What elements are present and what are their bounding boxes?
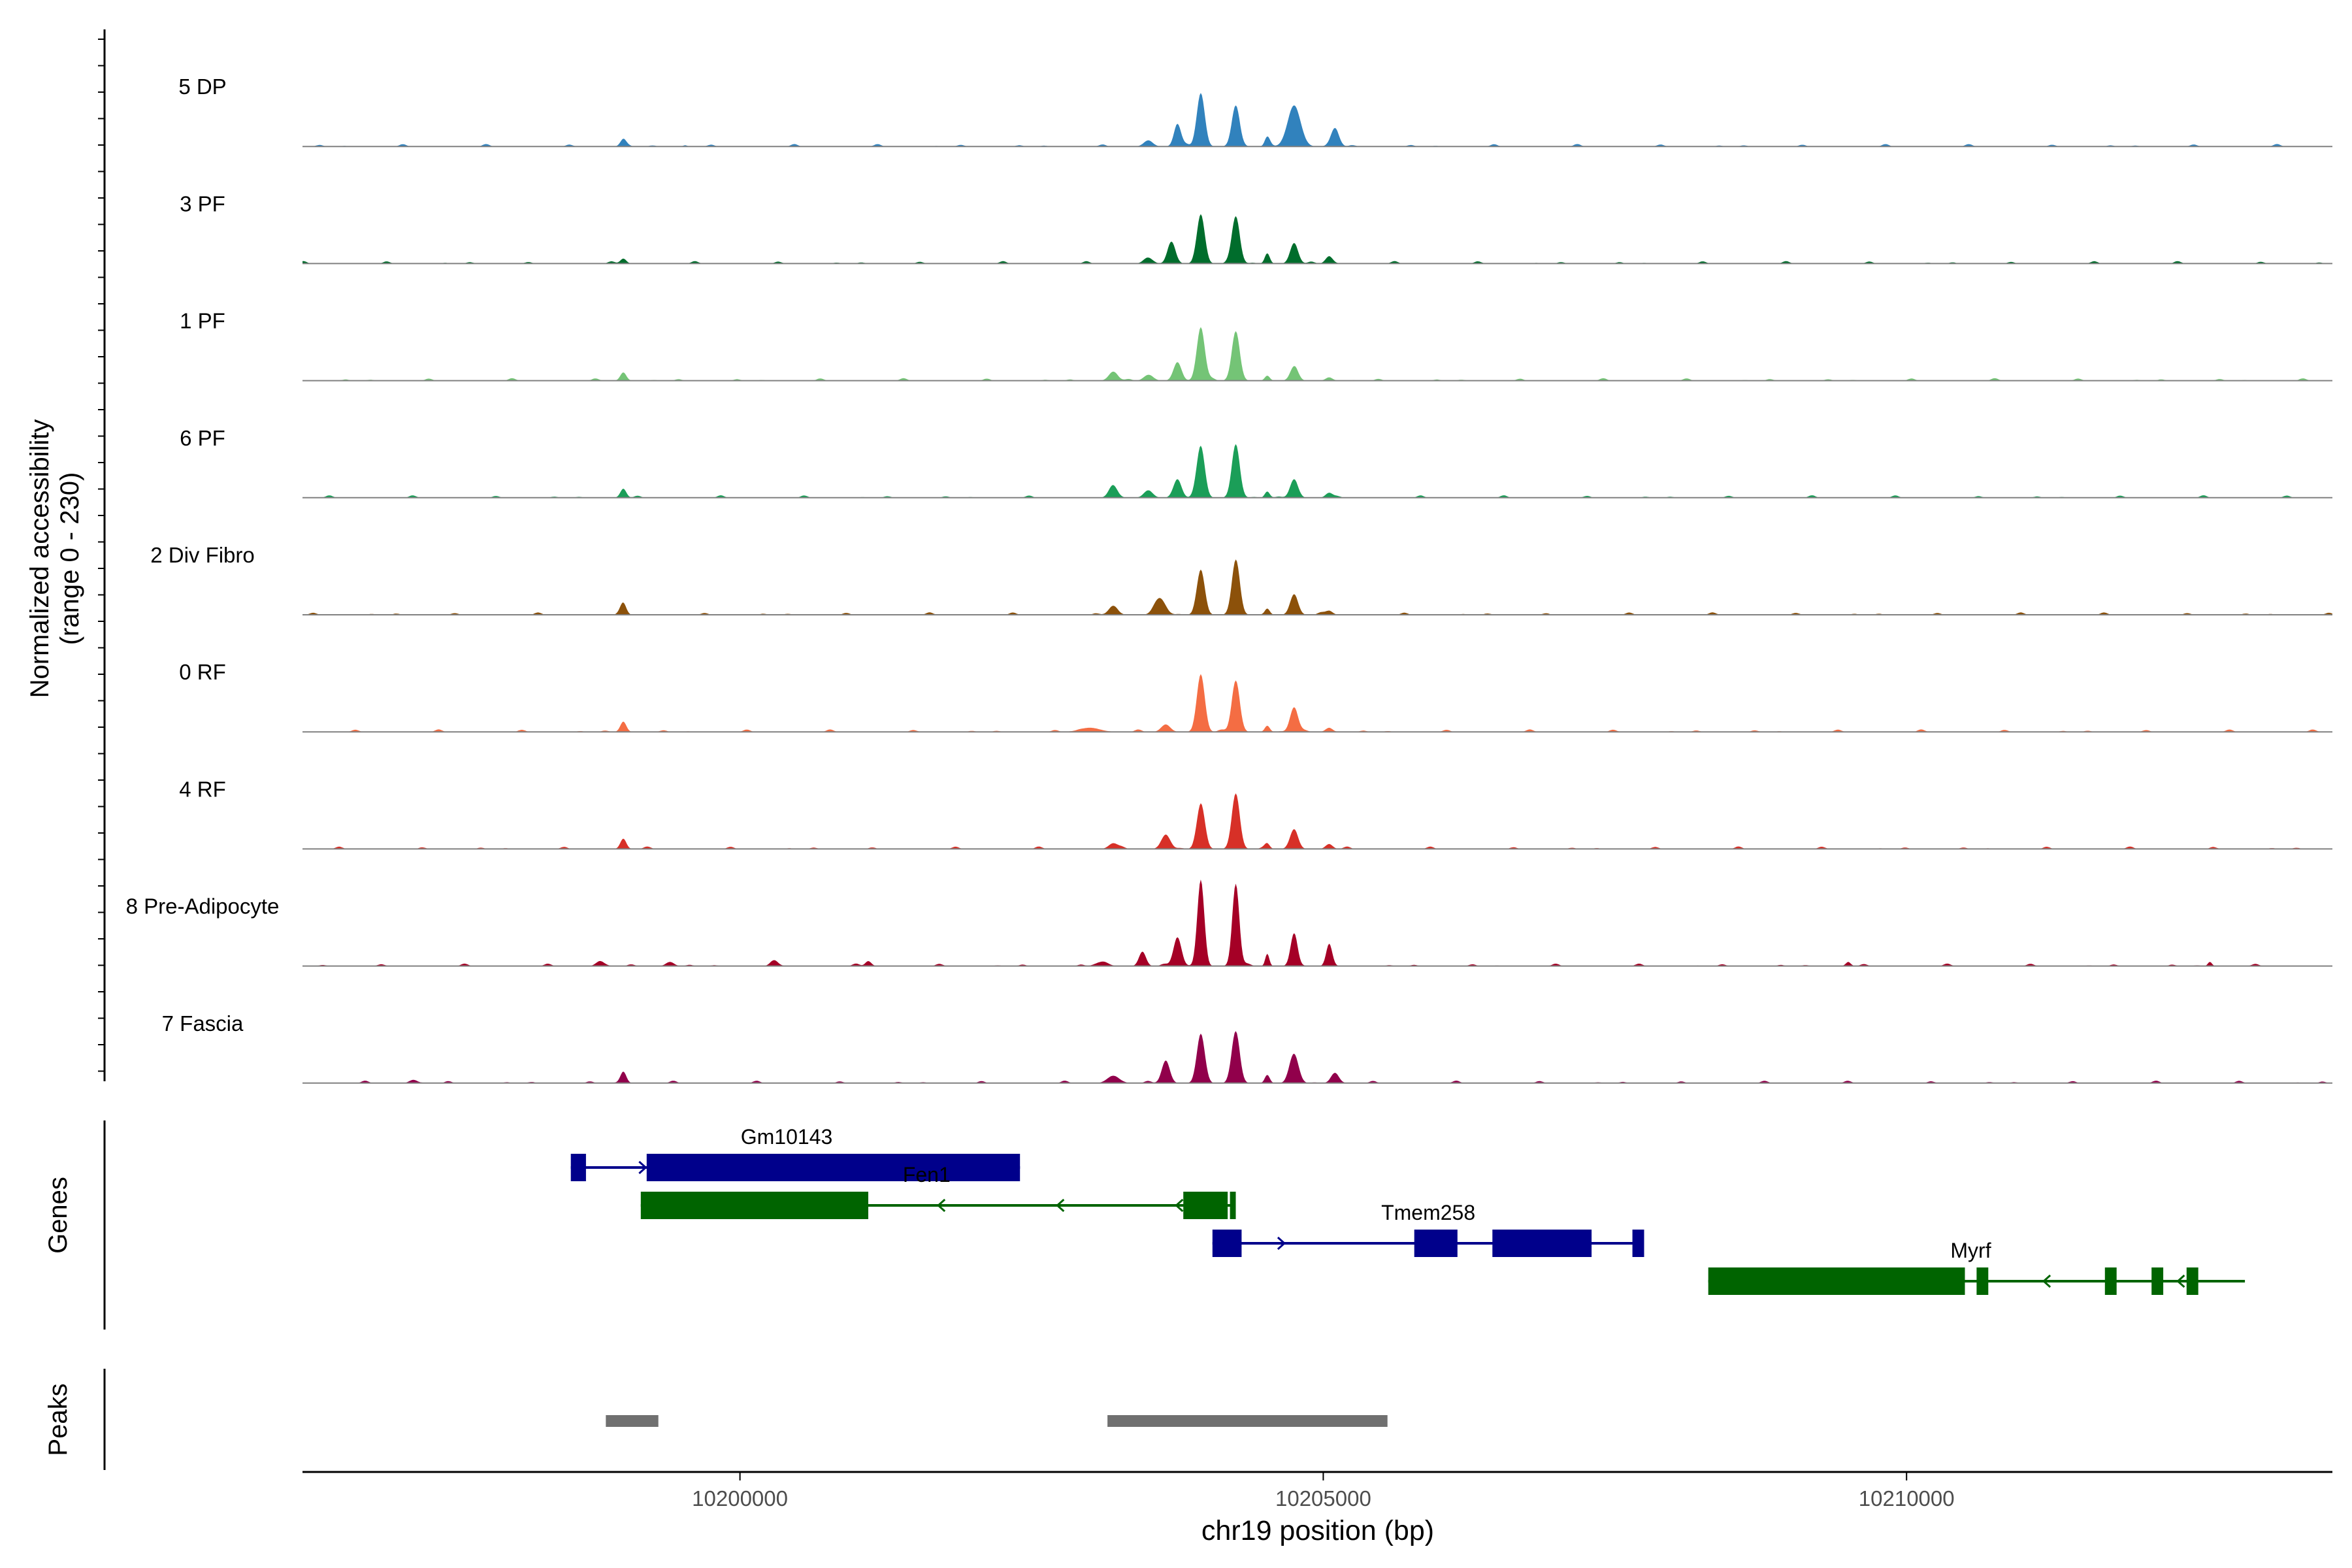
gene-exon	[1230, 1192, 1236, 1219]
strand-arrow	[936, 1198, 946, 1213]
gene-exon	[640, 1192, 868, 1219]
track-0-rf: 0 RF	[179, 660, 2332, 733]
coverage-area	[302, 93, 2332, 147]
coverage-area	[302, 674, 2332, 732]
gene-fen1: Fen1	[640, 1163, 1236, 1219]
gene-exon	[2104, 1267, 2117, 1295]
track-label: 8 Pre-Adipocyte	[126, 894, 280, 919]
coverage-area	[302, 879, 2332, 966]
track-2-div-fibro: 2 Div Fibro	[150, 543, 2332, 615]
track-8-pre-adipocyte: 8 Pre-Adipocyte	[126, 879, 2332, 967]
coverage-ylabel-line1: Normalized accessibility	[25, 419, 54, 698]
track-label: 4 RF	[179, 777, 226, 801]
peak-regions	[606, 1415, 1388, 1427]
gene-exon	[1183, 1192, 1228, 1219]
coverage-area	[302, 559, 2332, 615]
x-tick-label: 10200000	[692, 1486, 788, 1511]
gene-label: Myrf	[1950, 1239, 1991, 1262]
gene-myrf: Myrf	[1708, 1239, 2246, 1295]
coverage-area	[302, 444, 2332, 498]
coverage-ylabel-line2: (range 0 - 230)	[56, 472, 84, 645]
strand-arrow	[2176, 1274, 2185, 1288]
track-1-pf: 1 PF	[180, 309, 2332, 382]
gene-label: Fen1	[903, 1163, 951, 1186]
peak-region	[606, 1415, 659, 1427]
coverage-area	[302, 1031, 2332, 1083]
coverage-area	[302, 327, 2332, 381]
gene-exon	[1492, 1230, 1592, 1257]
strand-arrow	[2042, 1274, 2051, 1288]
gene-exon	[570, 1154, 586, 1181]
track-label: 5 DP	[178, 74, 226, 99]
gene-gm10143: Gm10143	[570, 1125, 1021, 1181]
genes-panel-label: Genes	[44, 1177, 73, 1254]
x-ticks: 10200000 10205000 10210000	[692, 1472, 1955, 1511]
track-3-pf: 3 PF	[180, 191, 2332, 265]
gene-exon	[646, 1154, 1021, 1181]
gene-exon	[1632, 1230, 1644, 1257]
coverage-ylabel: Normalized accessibility (range 0 - 230)	[25, 419, 84, 698]
coverage-y-ticks	[98, 39, 105, 1072]
gene-exon	[1708, 1267, 1965, 1295]
gene-annotations: Gm10143 Fen1 Tmem258 Myrf	[570, 1125, 2246, 1295]
gene-tmem258: Tmem258	[1212, 1201, 1644, 1257]
gene-exon	[1976, 1267, 1989, 1295]
x-axis-label: chr19 position (bp)	[1201, 1515, 1434, 1546]
strand-arrow	[1175, 1198, 1184, 1213]
coverage-tracks: 5 DP 3 PF 1 PF 6 PF 2 Div Fibro 0 RF 4 RF 8 Pre…	[126, 74, 2332, 1084]
track-label: 1 PF	[180, 309, 225, 333]
gene-label: Gm10143	[741, 1125, 833, 1149]
x-tick-label: 10205000	[1275, 1486, 1371, 1511]
track-6-pf: 6 PF	[180, 426, 2332, 498]
coverage-area	[302, 793, 2332, 849]
gene-exon	[2186, 1267, 2198, 1295]
track-label: 3 PF	[180, 191, 225, 216]
peaks-panel-label: Peaks	[44, 1383, 73, 1456]
gene-label: Tmem258	[1381, 1201, 1475, 1224]
strand-arrow	[1056, 1198, 1065, 1213]
track-5-dp: 5 DP	[178, 74, 2332, 148]
strand-arrow	[638, 1160, 647, 1175]
gene-exon	[1212, 1230, 1242, 1257]
track-label: 7 Fascia	[162, 1011, 244, 1036]
track-label: 0 RF	[179, 660, 226, 684]
gene-exon	[1414, 1230, 1458, 1257]
coverage-area	[302, 214, 2332, 264]
track-7-fascia: 7 Fascia	[162, 1011, 2332, 1084]
track-label: 6 PF	[180, 426, 225, 450]
strand-arrow	[1277, 1236, 1286, 1250]
peak-region	[1107, 1415, 1388, 1427]
x-tick-label: 10210000	[1859, 1486, 1955, 1511]
gene-exon	[2151, 1267, 2164, 1295]
track-4-rf: 4 RF	[179, 777, 2332, 850]
track-label: 2 Div Fibro	[150, 543, 255, 567]
